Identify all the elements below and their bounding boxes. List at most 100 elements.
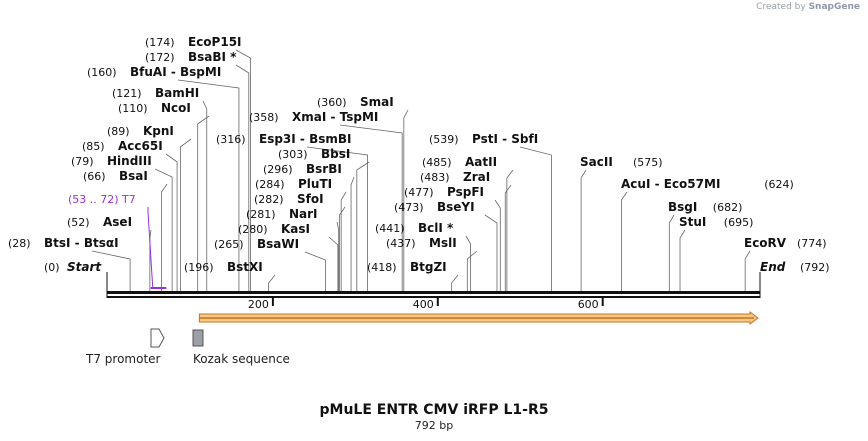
enzyme-label-bseyi[interactable]: BseYI bbox=[437, 200, 475, 214]
start-label: Start bbox=[67, 260, 102, 274]
enzyme-label-sfoi[interactable]: SfoI bbox=[297, 192, 324, 206]
site-line-aatii bbox=[506, 169, 514, 291]
enzyme-label-asei[interactable]: AseI bbox=[103, 215, 132, 229]
feature-label-t7-promoter[interactable]: T7 promoter bbox=[86, 352, 161, 366]
site-line-ecop15i bbox=[235, 49, 251, 291]
enzyme-pos-bcli: (441) bbox=[375, 222, 405, 235]
site-line-bsai bbox=[161, 183, 168, 291]
enzyme-pos-kasi: (280) bbox=[238, 223, 268, 236]
enzyme-label-nari[interactable]: NarI bbox=[289, 207, 318, 221]
kozak-feature[interactable] bbox=[192, 329, 204, 347]
enzyme-label-stui[interactable]: StuI bbox=[679, 215, 706, 229]
t7-promoter-feature[interactable] bbox=[150, 328, 165, 348]
site-line-bsrbi bbox=[350, 176, 355, 291]
enzyme-label-ncoi[interactable]: NcoI bbox=[161, 101, 191, 115]
enzyme-pos-acui: (624) bbox=[764, 178, 794, 191]
primer-label-t7[interactable]: (53 .. 72) T7 bbox=[68, 193, 136, 206]
enzyme-label-bsgi[interactable]: BsgI bbox=[668, 200, 697, 214]
enzyme-label-kasi[interactable]: KasI bbox=[281, 222, 310, 236]
site-line-psti bbox=[519, 146, 552, 291]
enzyme-pos-bsabi: (172) bbox=[145, 51, 175, 64]
enzyme-pos-bsgi: (682) bbox=[713, 201, 743, 214]
enzyme-label-bstxi[interactable]: BstXI bbox=[227, 260, 263, 274]
enzyme-pos-esp3i: (316) bbox=[216, 133, 246, 146]
enzyme-pos-psti: (539) bbox=[429, 133, 459, 146]
enzyme-label-acui[interactable]: AcuI - Eco57MI bbox=[621, 177, 720, 191]
enzyme-pos-xmai: (358) bbox=[249, 111, 279, 124]
enzyme-label-ecorv[interactable]: EcoRV bbox=[744, 236, 787, 250]
enzyme-pos-bsrbi: (296) bbox=[263, 163, 293, 176]
enzyme-pos-kpni: (89) bbox=[107, 125, 130, 138]
enzyme-label-sacii[interactable]: SacII bbox=[580, 155, 613, 169]
enzyme-label-hindiii[interactable]: HindIII bbox=[107, 154, 152, 168]
enzyme-pos-sfoi: (282) bbox=[254, 193, 284, 206]
enzyme-label-zrai[interactable]: ZraI bbox=[463, 170, 490, 184]
enzyme-label-bbsi[interactable]: BbsI bbox=[321, 147, 350, 161]
feature-label-kozak[interactable]: Kozak sequence bbox=[193, 352, 290, 366]
enzyme-pos-bsai: (66) bbox=[83, 170, 106, 183]
enzyme-pos-ecop15i: (174) bbox=[145, 36, 175, 49]
enzyme-pos-pluti: (284) bbox=[255, 178, 285, 191]
site-line-btsi bbox=[91, 250, 131, 291]
site-line-bsgi bbox=[668, 214, 675, 291]
enzyme-label-bsai[interactable]: BsaI bbox=[119, 169, 148, 183]
site-line-sfoi bbox=[339, 206, 346, 291]
enzyme-pos-pspfi: (477) bbox=[404, 186, 434, 199]
site-line-kpni bbox=[179, 138, 192, 291]
end-pos: (792) bbox=[800, 261, 830, 274]
brand-name: SnapGene bbox=[808, 2, 860, 12]
snapgene-brand[interactable]: Created by SnapGene bbox=[756, 2, 860, 12]
enzyme-label-pluti[interactable]: PluTI bbox=[298, 177, 332, 191]
site-line-esp3i bbox=[306, 146, 368, 291]
enzyme-label-kpni[interactable]: KpnI bbox=[143, 124, 174, 138]
enzyme-label-esp3i[interactable]: Esp3I - BsmBI bbox=[259, 132, 351, 146]
enzyme-pos-bstxi: (196) bbox=[184, 261, 214, 274]
enzyme-pos-msli: (437) bbox=[386, 237, 416, 250]
site-line-stui bbox=[679, 229, 686, 291]
site-line-acui bbox=[621, 191, 628, 291]
site-line-nari bbox=[336, 221, 340, 291]
dna-backbone-bottom bbox=[107, 296, 760, 298]
enzyme-pos-hindiii: (79) bbox=[71, 155, 94, 168]
site-line-ecorv bbox=[744, 250, 751, 291]
enzyme-label-smai[interactable]: SmaI bbox=[360, 95, 394, 109]
ruler-label-400: 400 bbox=[413, 298, 434, 311]
enzyme-pos-nari: (281) bbox=[246, 208, 276, 221]
ruler-label-200: 200 bbox=[248, 298, 269, 311]
site-line-bseyi bbox=[484, 214, 498, 291]
enzyme-label-bsrbi[interactable]: BsrBI bbox=[306, 162, 342, 176]
site-line-xmai bbox=[339, 124, 403, 291]
enzyme-pos-sacii: (575) bbox=[633, 156, 663, 169]
enzyme-pos-bsawi: (265) bbox=[214, 238, 244, 251]
enzyme-label-acc65i[interactable]: Acc65I bbox=[118, 139, 163, 153]
sequence-length: 792 bp bbox=[414, 419, 454, 432]
site-line-msli bbox=[466, 250, 478, 291]
enzyme-pos-bfuai: (160) bbox=[87, 66, 117, 79]
enzyme-label-btgzi[interactable]: BtgZI bbox=[410, 260, 447, 274]
enzyme-pos-asei: (52) bbox=[67, 216, 90, 229]
enzyme-label-ecop15i[interactable]: EcoP15I bbox=[188, 35, 242, 49]
site-line-ncoi bbox=[197, 115, 210, 291]
enzyme-pos-bbsi: (303) bbox=[278, 148, 308, 161]
enzyme-label-btsi[interactable]: BtsI - BtsαI bbox=[44, 236, 119, 250]
brand-prefix: Created by bbox=[756, 2, 806, 12]
enzyme-label-bsawi[interactable]: BsaWI bbox=[257, 237, 299, 251]
enzyme-label-aatii[interactable]: AatII bbox=[465, 155, 497, 169]
enzyme-label-psti[interactable]: PstI - SbfI bbox=[472, 132, 538, 146]
enzyme-pos-btsi: (28) bbox=[8, 237, 31, 250]
enzyme-label-xmai[interactable]: XmaI - TspMI bbox=[292, 110, 378, 124]
site-line-pspfi bbox=[494, 199, 501, 291]
site-line-bcli bbox=[465, 235, 472, 291]
end-label: End bbox=[760, 260, 786, 274]
enzyme-label-bfuai[interactable]: BfuAI - BspMI bbox=[130, 65, 221, 79]
enzyme-pos-bamhi: (121) bbox=[112, 87, 142, 100]
enzyme-label-bcli[interactable]: BclI * bbox=[418, 221, 454, 235]
enzyme-label-msli[interactable]: MslI bbox=[429, 236, 457, 250]
enzyme-pos-smai: (360) bbox=[317, 96, 347, 109]
site-line-sacii bbox=[580, 169, 587, 291]
enzyme-label-bamhi[interactable]: BamHI bbox=[155, 86, 199, 100]
enzyme-label-pspfi[interactable]: PspFI bbox=[447, 185, 484, 199]
enzyme-pos-aatii: (485) bbox=[422, 156, 452, 169]
enzyme-label-bsabi[interactable]: BsaBI * bbox=[188, 50, 237, 64]
